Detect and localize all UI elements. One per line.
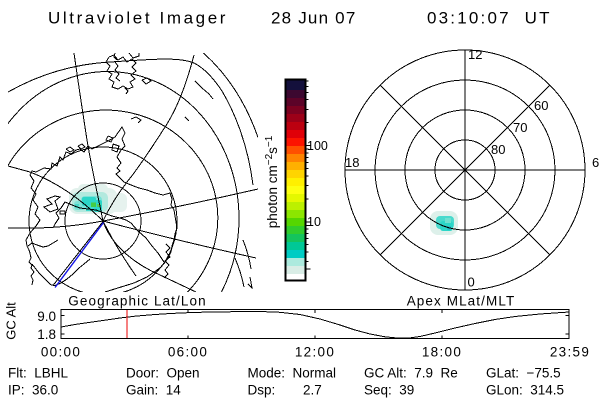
svg-text:Geographic Lat/Lon: Geographic Lat/Lon bbox=[68, 294, 206, 309]
svg-text:IP: 36.0: IP: 36.0 bbox=[8, 383, 58, 398]
svg-text:Mode: Normal: Mode: Normal bbox=[248, 366, 337, 381]
svg-text:GLat: −75.5: GLat: −75.5 bbox=[486, 366, 561, 381]
svg-text:Door: Open: Door: Open bbox=[126, 366, 200, 381]
svg-text:GC Alt: 7.9 Re: GC Alt: 7.9 Re bbox=[364, 366, 458, 381]
svg-text:06:00: 06:00 bbox=[168, 345, 208, 360]
svg-text:70: 70 bbox=[513, 120, 527, 135]
svg-text:12: 12 bbox=[468, 47, 482, 62]
svg-text:10: 10 bbox=[307, 215, 321, 229]
svg-text:23:59: 23:59 bbox=[550, 345, 590, 360]
svg-text:1.8: 1.8 bbox=[37, 327, 56, 342]
svg-text:GC Alt: GC Alt bbox=[4, 302, 19, 340]
svg-text:80: 80 bbox=[491, 142, 505, 157]
svg-text:28 Jun 07: 28 Jun 07 bbox=[271, 9, 356, 28]
svg-text:Flt: LBHL: Flt: LBHL bbox=[8, 366, 69, 381]
svg-text:Seq: 39: Seq: 39 bbox=[364, 383, 414, 398]
svg-text:00:00: 00:00 bbox=[41, 345, 81, 360]
svg-text:Ultraviolet Imager: Ultraviolet Imager bbox=[48, 9, 228, 28]
svg-text:6: 6 bbox=[592, 155, 599, 170]
svg-text:Apex MLat/MLT: Apex MLat/MLT bbox=[407, 294, 516, 309]
svg-text:Dsp:: Dsp: bbox=[248, 383, 276, 398]
svg-text:9.0: 9.0 bbox=[37, 309, 56, 324]
svg-text:18: 18 bbox=[345, 155, 359, 170]
svg-text:18:00: 18:00 bbox=[422, 345, 462, 360]
svg-text:Gain: 14: Gain: 14 bbox=[126, 383, 181, 398]
svg-text:03:10:07 UT: 03:10:07 UT bbox=[427, 9, 552, 28]
svg-text:GLon: 314.5: GLon: 314.5 bbox=[486, 383, 564, 398]
svg-text:0: 0 bbox=[468, 275, 475, 290]
svg-text:100: 100 bbox=[307, 139, 328, 153]
svg-text:12:00: 12:00 bbox=[295, 345, 335, 360]
svg-text:photon cm−2s−1: photon cm−2s−1 bbox=[264, 135, 280, 228]
svg-text:2.7: 2.7 bbox=[303, 383, 322, 398]
svg-text:60: 60 bbox=[534, 98, 548, 113]
